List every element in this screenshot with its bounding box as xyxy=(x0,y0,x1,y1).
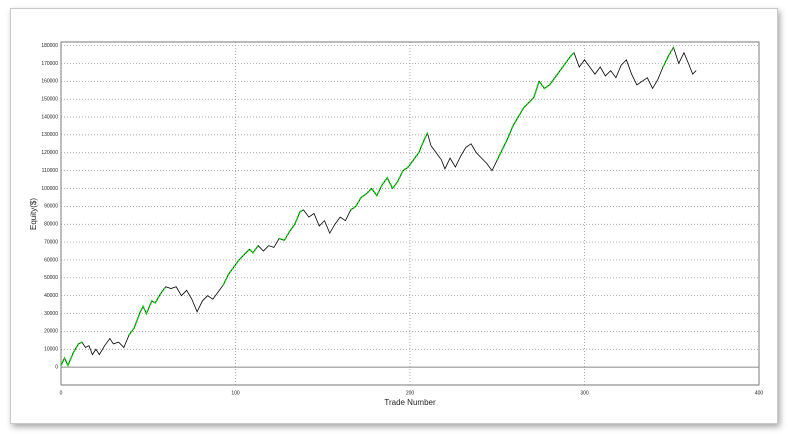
x-tick-label: 100 xyxy=(231,390,240,396)
new-high-line xyxy=(350,132,429,211)
y-tick-label: 10000 xyxy=(44,347,58,353)
y-tick-label: 130000 xyxy=(41,132,58,138)
y-tick-label: 140000 xyxy=(41,114,58,120)
y-tick-label: 120000 xyxy=(41,150,58,156)
x-tick-label: 0 xyxy=(60,390,63,396)
y-tick-label: 60000 xyxy=(44,257,58,263)
new-high-line xyxy=(496,52,575,161)
y-tick-label: 30000 xyxy=(44,311,58,317)
y-tick-label: 80000 xyxy=(44,222,58,228)
y-tick-label: 100000 xyxy=(41,186,58,192)
x-tick-label: 300 xyxy=(580,390,589,396)
new-high-line xyxy=(60,341,83,368)
x-tick-label: 400 xyxy=(755,390,764,396)
new-high-line xyxy=(222,245,259,286)
x-tick-label: 200 xyxy=(406,390,415,396)
y-tick-label: 20000 xyxy=(44,329,58,335)
y-tick-label: 70000 xyxy=(44,239,58,245)
y-tick-label: 170000 xyxy=(41,61,58,67)
y-tick-label: 90000 xyxy=(44,204,58,210)
y-tick-label: 160000 xyxy=(41,79,58,85)
y-tick-label: 0 xyxy=(55,364,58,370)
x-axis-label: Trade Number xyxy=(384,398,436,407)
new-high-line xyxy=(278,209,304,242)
y-tick-label: 40000 xyxy=(44,293,58,299)
y-tick-label: 110000 xyxy=(42,168,59,174)
y-tick-label: 150000 xyxy=(41,96,58,102)
new-high-line xyxy=(128,286,167,336)
new-high-line xyxy=(662,46,675,68)
equity-line xyxy=(60,46,697,367)
y-tick-label: 180000 xyxy=(41,43,58,49)
y-axis-label: Equity($) xyxy=(29,198,38,230)
y-tick-label: 50000 xyxy=(44,275,58,281)
